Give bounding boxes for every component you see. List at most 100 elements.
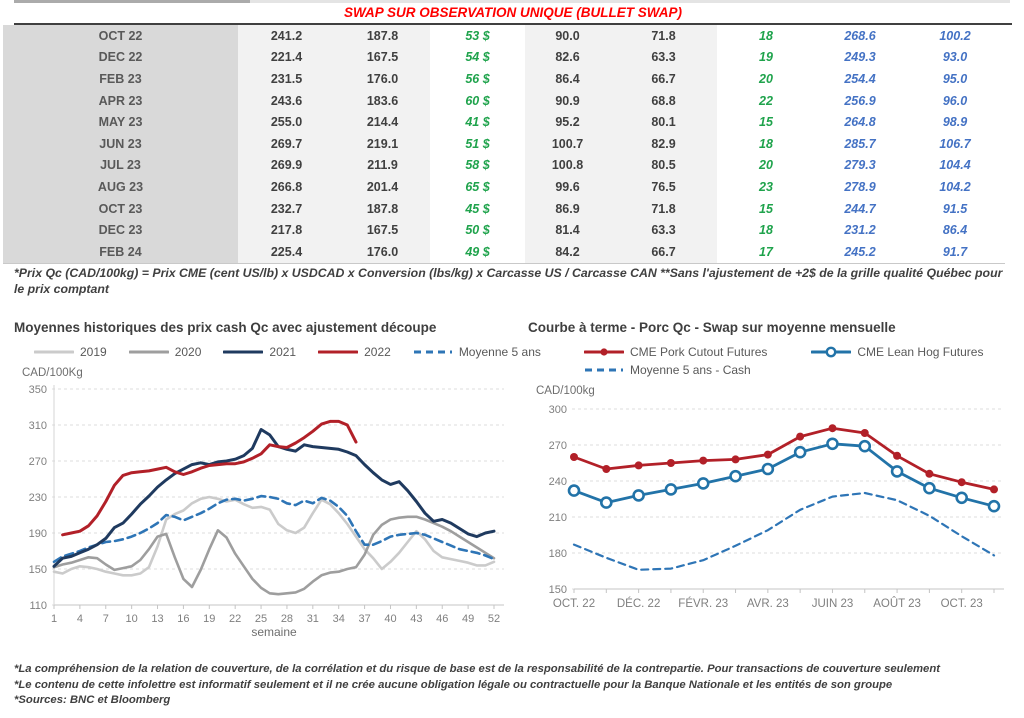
table-value-cell: 86.4	[525, 68, 610, 90]
table-top-remnant-light	[250, 0, 1010, 3]
table-month-cell: FEB 24	[3, 240, 238, 263]
table-value-cell: 45 $	[465, 201, 490, 216]
legend-label: 2019	[80, 345, 107, 359]
left-chart-svg: 110 150 190 230 270 310 350 1 4 7 10 13 16 19 22 25 28 31…	[29, 384, 504, 639]
legend-swatch-icon	[34, 350, 74, 354]
legend-label: CME Pork Cutout Futures	[630, 345, 768, 359]
table-value-cell: 232.7	[238, 197, 335, 220]
svg-text:AVR. 23: AVR. 23	[747, 598, 789, 610]
table-value-cell: 91.5	[942, 201, 968, 216]
table-value-cell: 60 $	[465, 93, 490, 108]
table-value-cell: 50 $	[465, 223, 490, 238]
table-value-cell: 91.7	[942, 244, 968, 259]
historical-prices-chart-card: Moyennes historiques des prix cash Qc av…	[0, 318, 541, 650]
left-chart-legend: 2019 2020 2021 2022 Moyenne 5 ans	[14, 345, 541, 359]
legend-item-cme-lean-hog-futures: CME Lean Hog Futures	[811, 345, 983, 359]
table-value-cell: 256.9	[844, 93, 876, 108]
svg-text:semaine: semaine	[251, 625, 297, 639]
table-value-cell: 95.2	[525, 111, 610, 133]
right-chart-title: Courbe à terme - Porc Qc - Swap sur moye…	[528, 320, 896, 335]
legend-item-moyenne-5-ans-cash: Moyenne 5 ans - Cash	[584, 363, 751, 377]
legend-row: CME Pork Cutout Futures CME Lean Hog Futu…	[584, 345, 1024, 359]
legend-item-2022: 2022	[318, 345, 391, 359]
legend-label: Moyenne 5 ans - Cash	[630, 363, 751, 377]
svg-text:150: 150	[549, 584, 567, 596]
table-value-cell: 100.2	[939, 28, 971, 43]
table-value-cell: 214.4	[335, 111, 430, 133]
table-value-cell: 243.6	[238, 89, 335, 112]
table-top-remnant-dark	[14, 0, 250, 3]
svg-text:25: 25	[255, 613, 267, 625]
table-value-cell: 231.2	[844, 223, 876, 238]
svg-text:37: 37	[358, 613, 370, 625]
legend-item-2019: 2019	[34, 345, 107, 359]
swap-table-title: SWAP SUR OBSERVATION UNIQUE (BULLET SWAP…	[14, 3, 1012, 25]
table-value-cell: 66.7	[610, 68, 717, 90]
table-value-cell: 17	[759, 244, 773, 259]
table-value-cell: 56 $	[465, 71, 490, 86]
svg-text:10: 10	[126, 613, 138, 625]
legend-swatch-icon	[318, 350, 359, 354]
table-value-cell: 269.7	[238, 132, 335, 155]
table-month-cell: MAY 23	[3, 111, 238, 133]
table-value-cell: 187.8	[335, 197, 430, 220]
table-value-cell: 221.4	[238, 46, 335, 69]
table-value-cell: 245.2	[844, 244, 876, 259]
table-value-cell: 22	[759, 93, 773, 108]
table-value-cell: 53 $	[465, 28, 490, 43]
table-value-cell: 99.6	[525, 176, 610, 198]
svg-text:270: 270	[549, 440, 567, 452]
table-value-cell: 225.4	[238, 240, 335, 263]
svg-text:49: 49	[462, 613, 474, 625]
table-value-cell: 63.3	[610, 219, 717, 241]
table-value-cell: 82.9	[610, 132, 717, 155]
table-value-cell: 66.7	[610, 240, 717, 263]
table-value-cell: 80.1	[610, 111, 717, 133]
svg-text:DÉC. 22: DÉC. 22	[617, 597, 660, 610]
svg-text:FÉVR. 23: FÉVR. 23	[678, 597, 728, 610]
legend-row: Moyenne 5 ans - Cash	[584, 363, 1024, 377]
legend-row: 2019 2020 2021 2022 Moyenne 5 ans	[34, 345, 541, 359]
table-value-cell: 255.0	[238, 111, 335, 133]
left-chart-y-unit: CAD/100Kg	[22, 367, 83, 379]
table-value-cell: 41 $	[465, 115, 490, 130]
table-value-cell: 104.4	[939, 158, 971, 173]
table-value-cell: 15	[759, 115, 773, 130]
table-month-cell: JUN 23	[3, 132, 238, 155]
table-value-cell: 219.1	[335, 132, 430, 155]
table-value-cell: 268.6	[844, 28, 876, 43]
table-value-cell: 18	[759, 223, 773, 238]
table-value-cell: 278.9	[844, 179, 876, 194]
footnote-line: *Le contenu de cette infolettre est info…	[14, 678, 893, 691]
legend-label: 2020	[174, 345, 202, 359]
table-value-cell: 176.0	[335, 68, 430, 90]
svg-text:OCT. 22: OCT. 22	[553, 598, 595, 610]
table-value-cell: 90.0	[525, 25, 610, 47]
table-value-cell: 18	[759, 136, 773, 151]
table-value-cell: 49 $	[465, 244, 490, 259]
legend-item-moyenne-5-ans: Moyenne 5 ans	[413, 345, 541, 359]
table-value-cell: 244.7	[844, 201, 876, 216]
table-value-cell: 201.4	[335, 176, 430, 198]
svg-text:310: 310	[29, 420, 47, 432]
svg-text:19: 19	[203, 613, 215, 625]
svg-text:240: 240	[549, 476, 567, 488]
table-value-cell: 100.8	[525, 154, 610, 177]
table-value-cell: 167.5	[335, 46, 430, 69]
table-value-cell: 80.5	[610, 154, 717, 177]
svg-text:22: 22	[229, 613, 241, 625]
table-month-cell: OCT 22	[3, 25, 238, 47]
right-chart-y-unit: CAD/100kg	[536, 385, 595, 397]
table-value-cell: 18	[759, 28, 773, 43]
table-value-cell: 241.2	[238, 25, 335, 47]
swap-table: OCT 22 241.2 187.8 53 $90.0 71.8 18 268.6 100.2…	[3, 25, 1005, 264]
table-value-cell: 20	[759, 158, 773, 173]
table-value-cell: 249.3	[844, 50, 876, 65]
table-month-cell: APR 23	[3, 89, 238, 112]
table-value-cell: 63.3	[610, 46, 717, 69]
table-footnote: *Prix Qc (CAD/100kg) = Prix CME (cent US…	[14, 266, 1003, 296]
svg-text:OCT. 23: OCT. 23	[941, 598, 983, 610]
svg-text:150: 150	[29, 564, 47, 576]
table-value-cell: 167.5	[335, 219, 430, 241]
